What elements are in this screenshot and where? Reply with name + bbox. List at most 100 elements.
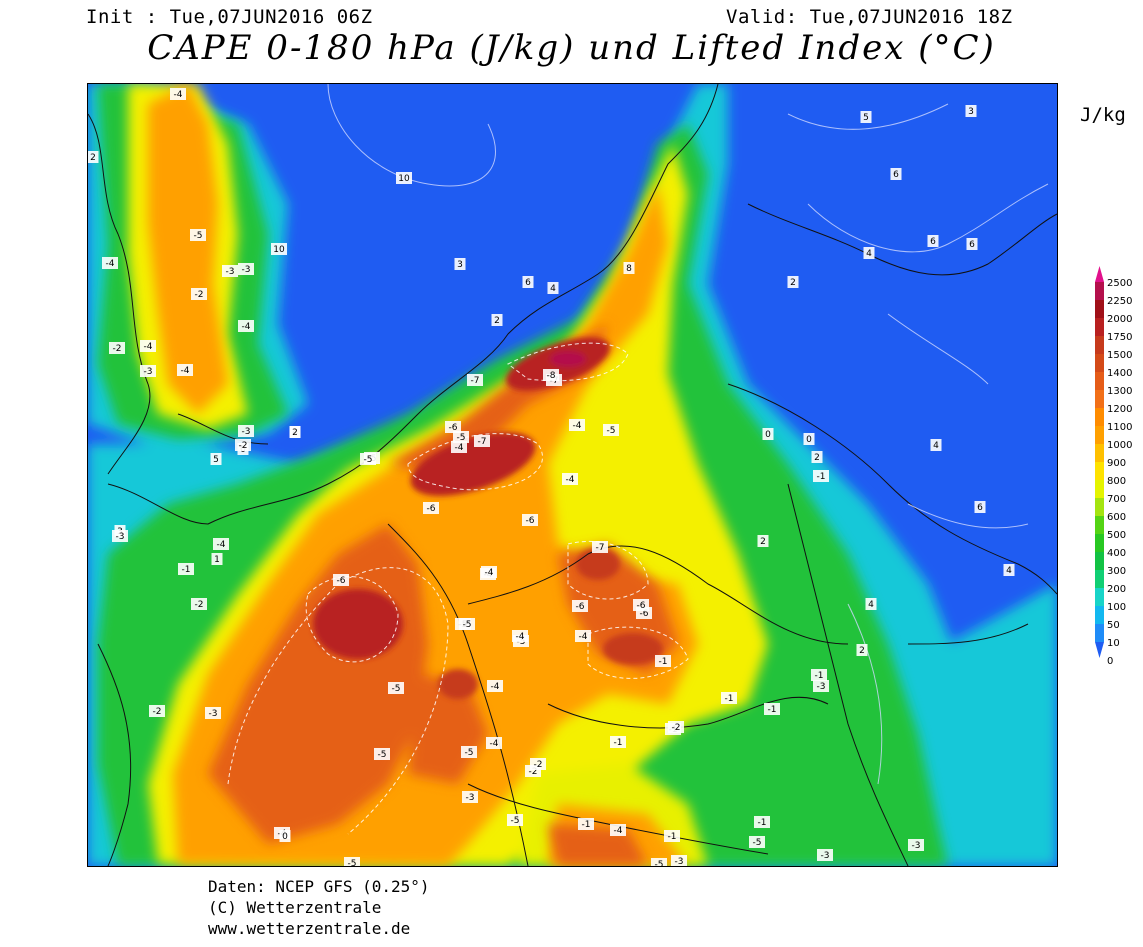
li-label-box xyxy=(423,502,439,514)
li-label: 1 xyxy=(214,555,220,565)
li-label: -4 xyxy=(516,632,525,642)
credits: Daten: NCEP GFS (0.25°) (C) Wetterzentra… xyxy=(208,876,430,939)
li-label: -3 xyxy=(144,367,153,377)
li-label: -5 xyxy=(463,620,472,630)
legend-tick-label: 500 xyxy=(1107,530,1126,541)
valid-time: Valid: Tue,07JUN2016 18Z xyxy=(726,6,1013,28)
li-label-box xyxy=(213,538,229,550)
li-label: -6 xyxy=(526,516,535,526)
legend-swatch xyxy=(1095,372,1104,390)
li-label: -4 xyxy=(573,421,582,431)
legend-swatch xyxy=(1095,570,1104,588)
li-label-box xyxy=(149,705,165,717)
li-label: -2 xyxy=(672,723,681,733)
li-label-box xyxy=(655,655,671,667)
li-label-box xyxy=(764,703,780,715)
legend-tick-label: 50 xyxy=(1107,620,1120,631)
li-label: 4 xyxy=(866,249,872,259)
li-label: -5 xyxy=(655,860,664,866)
li-label-box xyxy=(178,563,194,575)
li-label: -6 xyxy=(427,504,436,514)
li-label-box xyxy=(271,243,287,255)
li-label: -5 xyxy=(753,838,762,848)
li-label: -5 xyxy=(194,231,203,241)
li-label: -1 xyxy=(582,820,591,830)
li-label: 3 xyxy=(968,107,974,117)
legend-tick-label: 1400 xyxy=(1107,368,1132,379)
li-label-box xyxy=(965,105,977,117)
li-label-box xyxy=(610,736,626,748)
li-label: -4 xyxy=(491,682,500,692)
li-label-box xyxy=(191,288,207,300)
li-label-box xyxy=(890,168,902,180)
legend-swatch xyxy=(1095,426,1104,444)
li-label-box xyxy=(170,88,186,100)
credit-website[interactable]: www.wetterzentrale.de xyxy=(208,919,411,938)
li-label: -1 xyxy=(815,671,824,681)
li-label: -1 xyxy=(817,472,826,482)
li-label: 6 xyxy=(893,170,899,180)
legend-tick-label: 2000 xyxy=(1107,314,1132,325)
li-label: -3 xyxy=(821,851,830,861)
li-label: 4 xyxy=(550,284,556,294)
li-label: 2 xyxy=(760,537,766,547)
legend-swatch xyxy=(1095,480,1104,498)
li-label-box xyxy=(623,262,635,274)
li-label-box xyxy=(88,151,99,163)
li-label: -3 xyxy=(675,857,684,866)
li-label: 2 xyxy=(814,453,820,463)
li-label-box xyxy=(908,839,924,851)
li-label: -4 xyxy=(455,443,464,453)
li-label-box xyxy=(512,630,528,642)
li-label-box xyxy=(461,746,477,758)
li-label-box xyxy=(451,441,467,453)
legend-swatch xyxy=(1095,534,1104,552)
li-label: -1 xyxy=(668,832,677,842)
unit-label: J/kg xyxy=(1080,104,1126,126)
credit-data-source: Daten: NCEP GFS (0.25°) xyxy=(208,877,430,896)
li-label: -8 xyxy=(547,371,556,381)
li-label: -4 xyxy=(181,366,190,376)
li-label: 2 xyxy=(292,428,298,438)
legend-cap-bottom xyxy=(1095,642,1104,658)
legend-swatch xyxy=(1095,354,1104,372)
legend-swatch xyxy=(1095,318,1104,336)
li-label-box xyxy=(974,501,986,513)
legend-tick-label: 1100 xyxy=(1107,422,1132,433)
legend-tick-label: 1750 xyxy=(1107,332,1132,343)
li-label: 2 xyxy=(859,646,865,656)
legend-tick-label: 1500 xyxy=(1107,350,1132,361)
li-label-box xyxy=(547,282,559,294)
legend-tick-label: 10 xyxy=(1107,638,1120,649)
li-label-box xyxy=(813,680,829,692)
li-label: -3 xyxy=(912,841,921,851)
coastlines xyxy=(88,84,1057,866)
li-label-box xyxy=(664,830,680,842)
li-label-box xyxy=(592,541,608,553)
li-label: -4 xyxy=(174,90,183,100)
li-label: -5 xyxy=(348,859,357,866)
li-label-box xyxy=(522,276,534,288)
li-label: -2 xyxy=(195,290,204,300)
li-label: -3 xyxy=(817,682,826,692)
li-label: 2 xyxy=(790,278,796,288)
li-label-box xyxy=(811,451,823,463)
li-label: -4 xyxy=(566,475,575,485)
li-label: 6 xyxy=(930,237,936,247)
li-label: -7 xyxy=(471,376,480,386)
legend-cap-top xyxy=(1095,266,1104,282)
legend-tick-label: 1200 xyxy=(1107,404,1132,415)
li-label-box xyxy=(865,598,877,610)
li-label-box xyxy=(396,172,412,184)
li-label: -4 xyxy=(485,568,494,578)
li-label: -3 xyxy=(242,427,251,437)
li-label: 5 xyxy=(863,113,869,123)
li-label: -3 xyxy=(209,709,218,719)
credit-copyright: (C) Wetterzentrale xyxy=(208,898,382,917)
li-label: -1 xyxy=(768,705,777,715)
li-label-box xyxy=(757,535,769,547)
li-label: -6 xyxy=(637,601,646,611)
li-label-box xyxy=(721,692,737,704)
li-label: -5 xyxy=(457,433,466,443)
legend-tick-label: 2500 xyxy=(1107,278,1132,289)
